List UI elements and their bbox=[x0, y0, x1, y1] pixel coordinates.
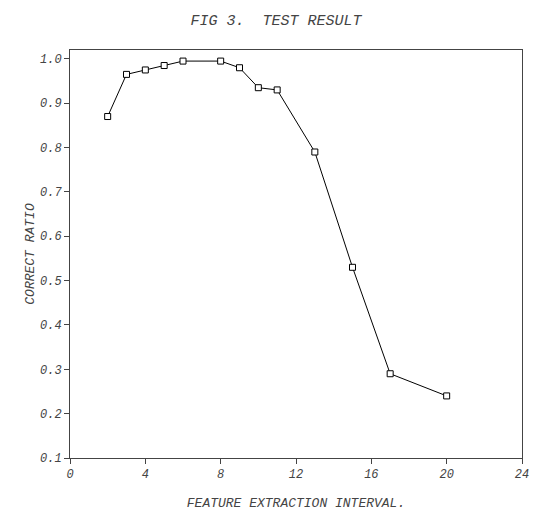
svg-text:0.7: 0.7 bbox=[40, 186, 62, 200]
svg-text:0.6: 0.6 bbox=[40, 230, 62, 244]
svg-text:0.1: 0.1 bbox=[40, 452, 62, 466]
svg-text:16: 16 bbox=[364, 468, 378, 482]
svg-text:12: 12 bbox=[289, 468, 303, 482]
svg-text:24: 24 bbox=[515, 468, 529, 482]
svg-text:20: 20 bbox=[439, 468, 453, 482]
svg-text:0.3: 0.3 bbox=[40, 364, 62, 378]
svg-text:FIG 3. TEST RESULT: FIG 3. TEST RESULT bbox=[190, 13, 362, 30]
svg-text:8: 8 bbox=[217, 468, 224, 482]
svg-text:1.0: 1.0 bbox=[40, 53, 62, 67]
svg-text:4: 4 bbox=[142, 468, 149, 482]
svg-text:0.4: 0.4 bbox=[40, 319, 62, 333]
svg-text:0.9: 0.9 bbox=[40, 97, 62, 111]
svg-text:CORRECT RATIO: CORRECT RATIO bbox=[23, 203, 38, 305]
svg-text:0.5: 0.5 bbox=[40, 275, 62, 289]
svg-text:0.2: 0.2 bbox=[40, 408, 62, 422]
svg-text:FEATURE EXTRACTION INTERVAL.: FEATURE EXTRACTION INTERVAL. bbox=[187, 496, 405, 511]
svg-text:0.8: 0.8 bbox=[40, 142, 62, 156]
svg-text:0: 0 bbox=[66, 468, 73, 482]
